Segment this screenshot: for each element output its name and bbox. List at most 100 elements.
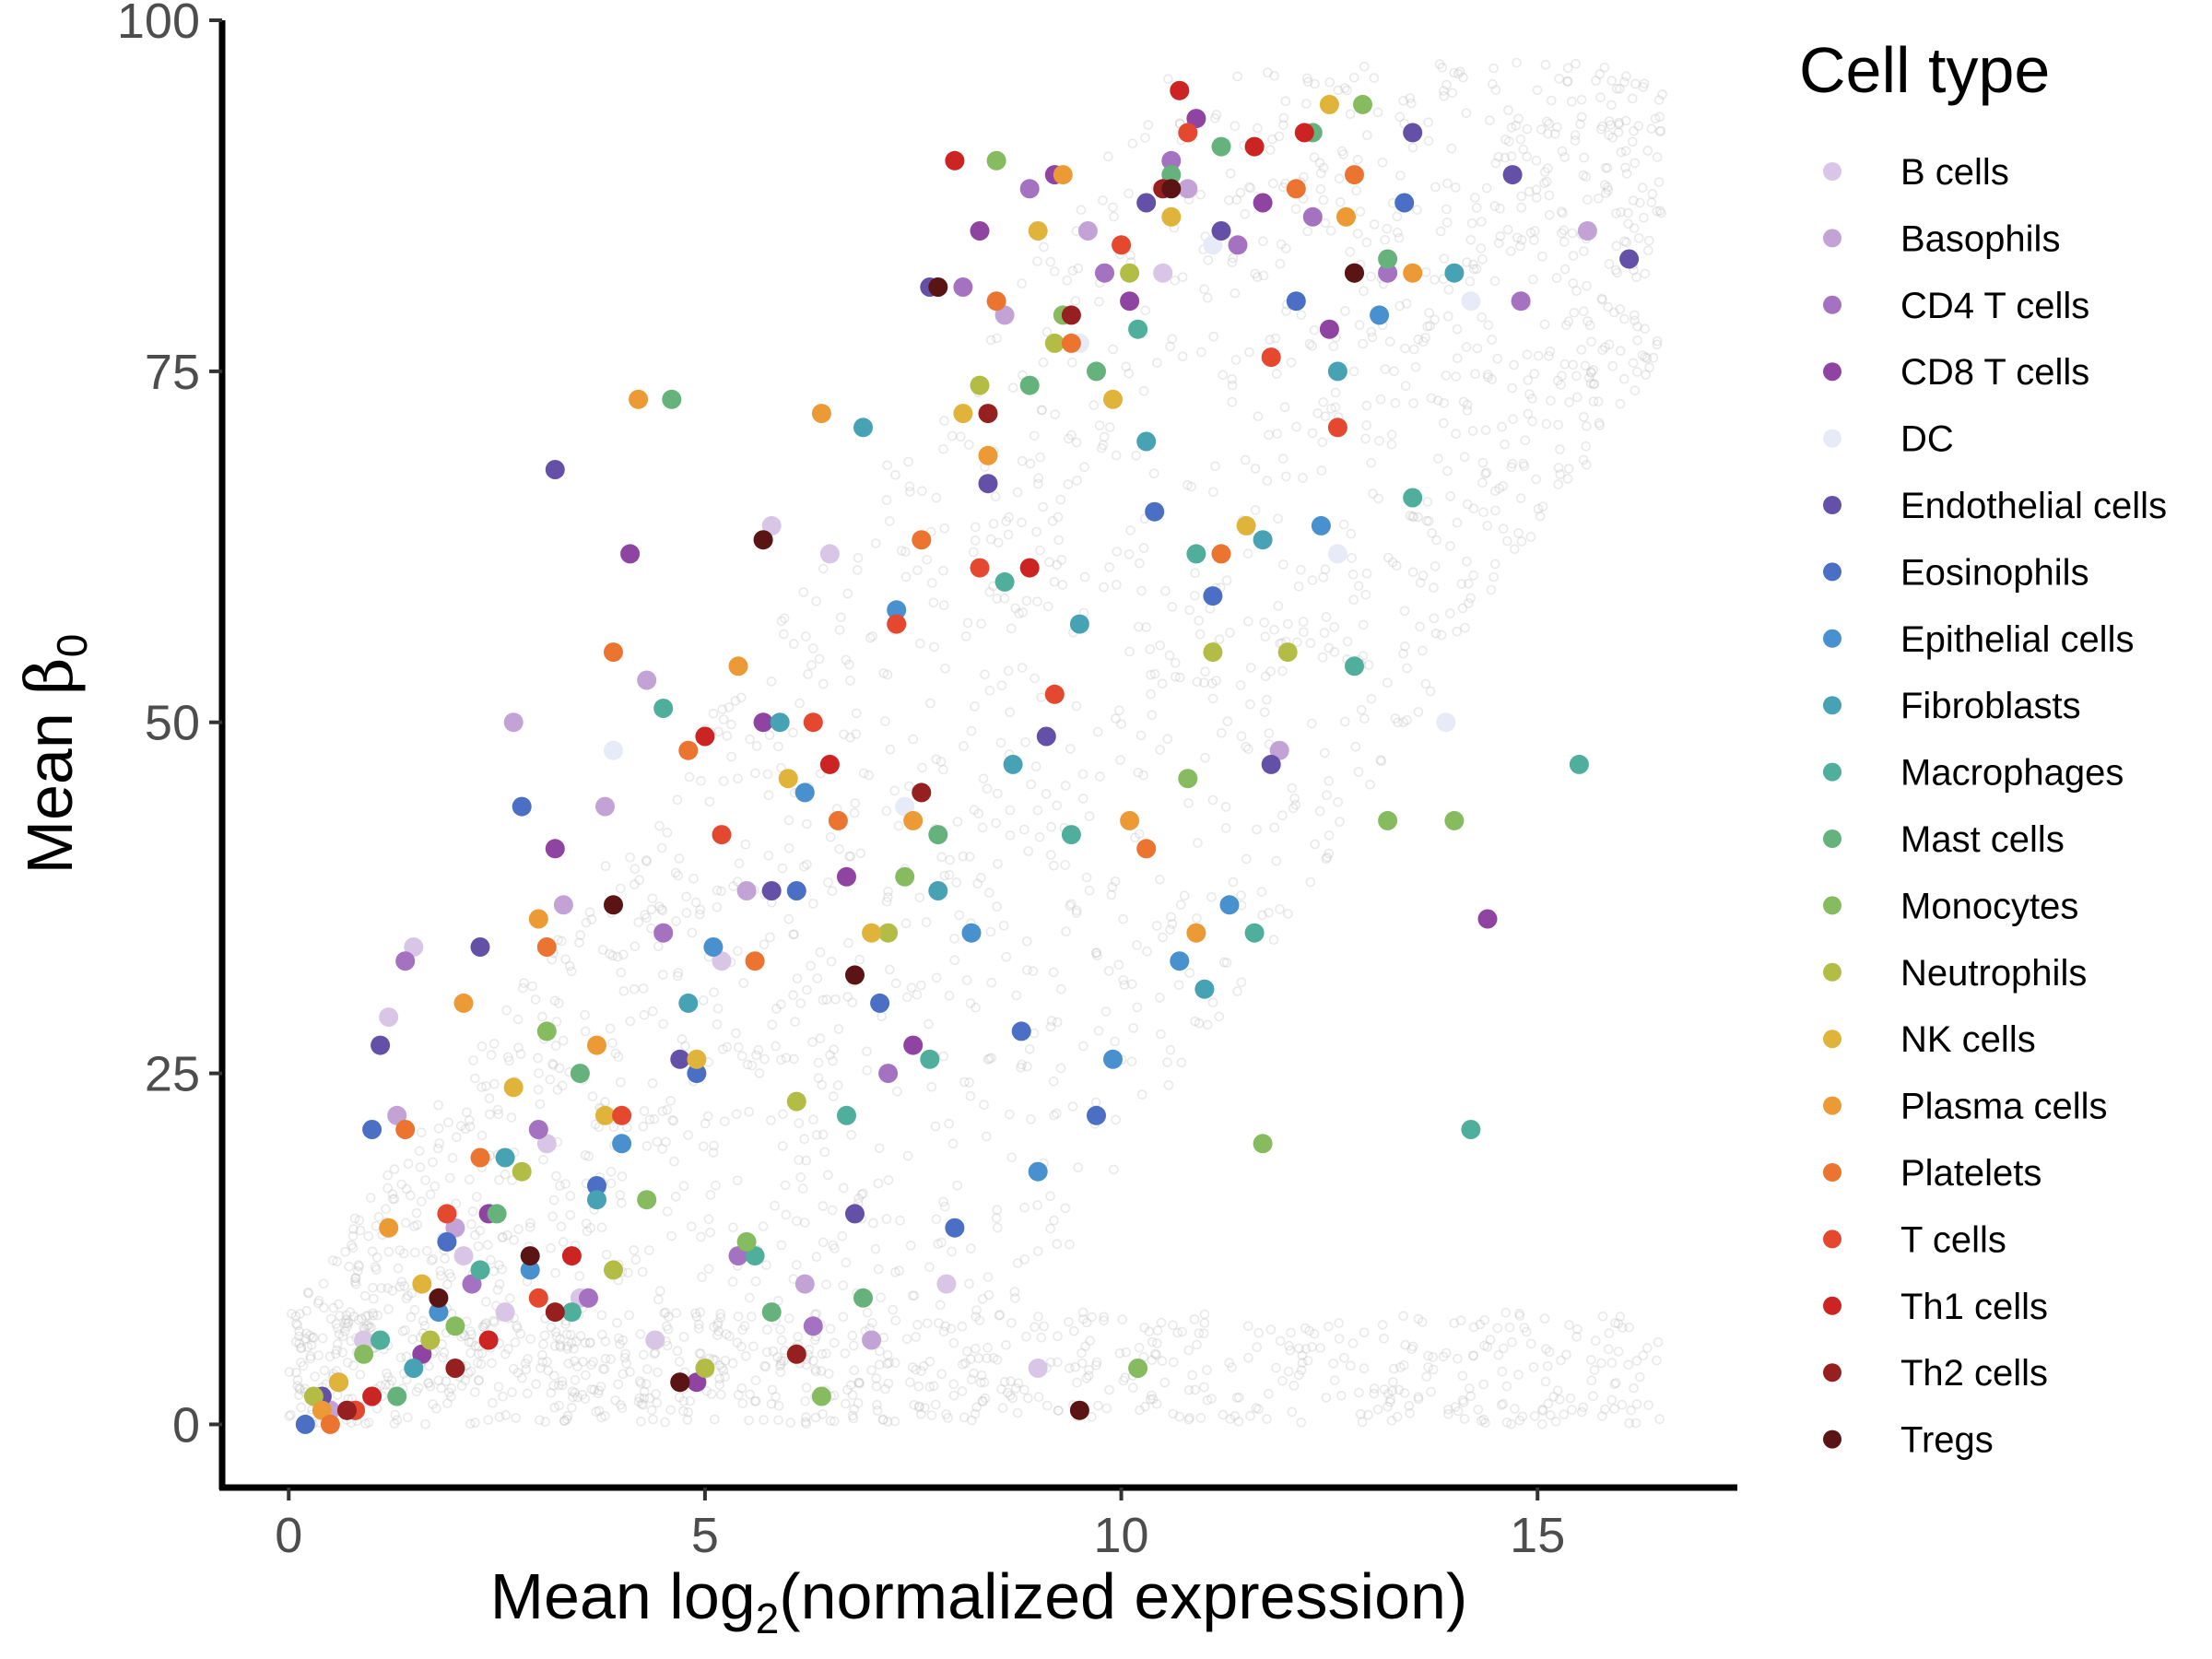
background-point	[964, 1278, 974, 1289]
background-point	[371, 1265, 382, 1275]
background-point	[938, 600, 949, 611]
background-point	[1012, 1407, 1023, 1418]
background-point	[1621, 237, 1631, 248]
background-point	[1468, 264, 1479, 275]
background-point	[733, 1042, 744, 1053]
background-point	[644, 1245, 654, 1255]
background-point	[1138, 770, 1148, 781]
background-point	[762, 1324, 772, 1335]
background-point	[1236, 890, 1246, 900]
point-t-cells	[712, 825, 732, 845]
background-point	[911, 1364, 921, 1375]
background-point	[1360, 589, 1371, 600]
background-point	[1576, 345, 1587, 355]
point-basophils	[794, 1274, 815, 1294]
background-point	[492, 1104, 503, 1115]
background-point	[401, 1183, 412, 1194]
background-point	[1490, 559, 1500, 570]
point-macrophages	[920, 1049, 940, 1069]
background-point	[481, 1297, 491, 1307]
background-point	[481, 1318, 491, 1328]
background-point	[905, 1241, 916, 1251]
background-point	[807, 1037, 818, 1047]
background-point	[1228, 877, 1239, 888]
background-point	[1281, 243, 1291, 253]
background-point	[562, 1344, 573, 1354]
point-th2-cells	[445, 1359, 465, 1378]
background-point	[1124, 646, 1135, 657]
background-point	[1099, 582, 1109, 593]
background-point	[1631, 272, 1641, 283]
background-point	[1324, 775, 1334, 786]
point-platelets	[604, 642, 623, 663]
background-point	[531, 1379, 542, 1389]
background-point	[500, 1170, 511, 1180]
background-point	[1019, 1202, 1030, 1213]
background-point	[775, 1360, 785, 1371]
background-point	[696, 1231, 706, 1242]
background-point	[850, 798, 861, 808]
background-point	[1524, 389, 1535, 399]
background-point	[826, 957, 837, 967]
background-point	[1318, 396, 1328, 407]
point-dc	[1327, 544, 1347, 564]
background-point	[436, 1270, 446, 1281]
background-point	[799, 1134, 810, 1145]
background-point	[1498, 1398, 1509, 1409]
point-cd4-t-cells	[1378, 263, 1398, 283]
background-point	[870, 1243, 881, 1254]
background-point	[1624, 1418, 1634, 1429]
background-point	[382, 1182, 393, 1194]
background-point	[1548, 1392, 1559, 1402]
background-point	[840, 1348, 851, 1359]
background-point	[1496, 1400, 1507, 1410]
background-point	[946, 1324, 957, 1334]
background-point	[1585, 320, 1595, 331]
background-point	[1615, 83, 1625, 94]
point-tregs	[1069, 1400, 1089, 1420]
background-point	[967, 1415, 977, 1426]
background-point	[1640, 268, 1651, 279]
background-point	[1468, 503, 1479, 514]
background-point	[605, 948, 615, 959]
background-point	[874, 1143, 885, 1154]
background-point	[851, 708, 862, 719]
background-point	[380, 1380, 391, 1390]
background-point	[356, 1313, 367, 1324]
background-point	[1355, 206, 1366, 217]
background-point	[553, 1380, 564, 1391]
background-point	[436, 1382, 447, 1394]
background-point	[433, 1375, 444, 1385]
background-point	[1478, 507, 1488, 518]
background-point	[1177, 272, 1188, 283]
background-point	[515, 1328, 526, 1339]
background-point	[806, 660, 817, 671]
background-point	[698, 995, 709, 1006]
point-fibroblasts	[1136, 431, 1157, 452]
background-point	[1557, 146, 1568, 157]
background-point	[1164, 650, 1175, 661]
background-point	[1581, 441, 1591, 452]
legend-label: Mast cells	[1900, 819, 2065, 860]
background-point	[1557, 371, 1567, 382]
background-point	[929, 641, 939, 653]
background-point	[1291, 421, 1301, 432]
background-point	[1022, 1061, 1032, 1072]
background-point	[1420, 266, 1431, 277]
point-epithelial-cells	[1103, 1049, 1123, 1069]
background-point	[1130, 832, 1140, 843]
background-point	[553, 935, 563, 946]
background-point	[881, 896, 892, 907]
background-point	[1209, 113, 1220, 124]
background-point	[918, 1360, 929, 1371]
background-point	[1318, 194, 1329, 206]
background-point	[795, 1172, 806, 1182]
background-point	[1380, 364, 1391, 374]
point-monocytes	[354, 1344, 374, 1364]
background-point	[1098, 195, 1108, 206]
background-point	[574, 937, 584, 948]
background-point	[363, 1320, 374, 1331]
background-point	[420, 1175, 430, 1185]
background-point	[776, 1240, 787, 1251]
background-point	[1390, 713, 1401, 724]
